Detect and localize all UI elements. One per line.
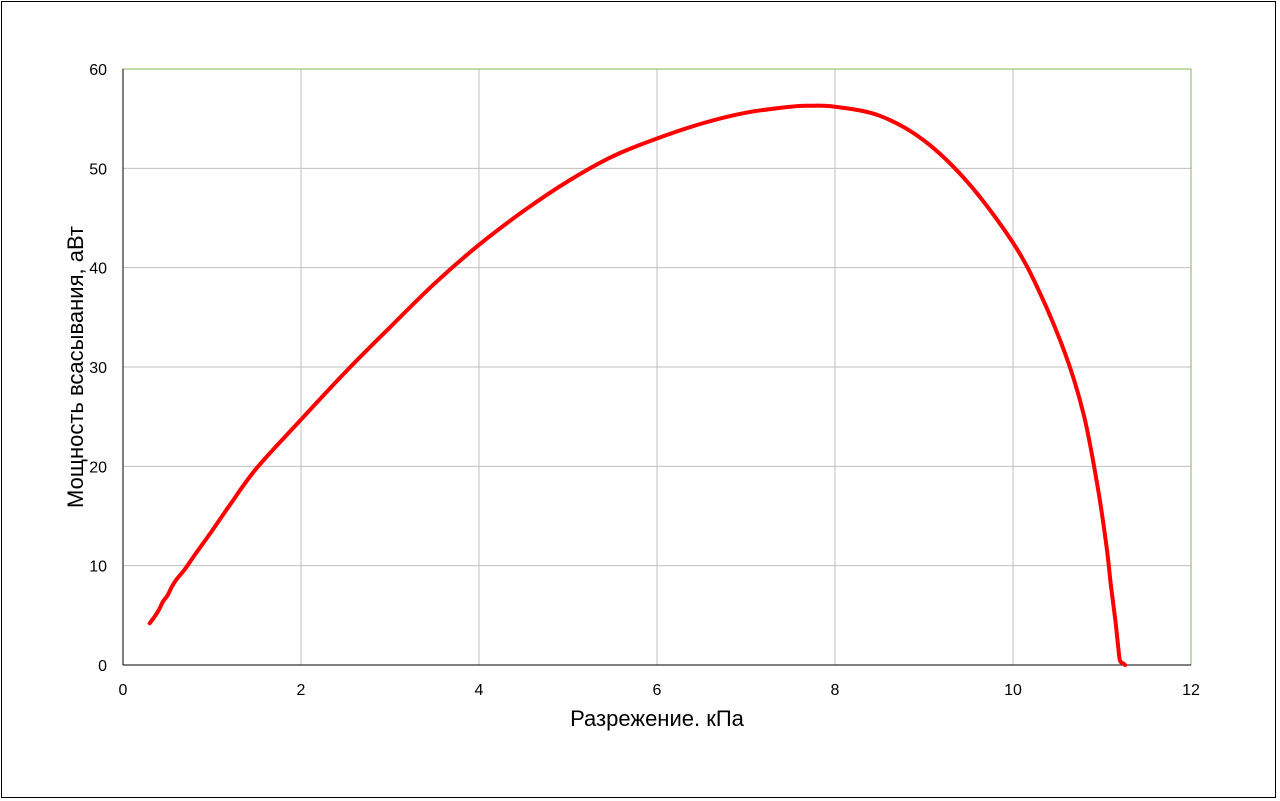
- x-tick-label: 10: [1004, 682, 1022, 699]
- y-tick-label: 40: [89, 261, 107, 278]
- y-tick-label: 30: [89, 360, 107, 377]
- y-axis-title: Мощность всасывания, аВт: [63, 226, 88, 508]
- x-tick-label: 0: [119, 682, 128, 699]
- grid-lines: [123, 69, 1191, 665]
- x-tick-label: 8: [831, 682, 840, 699]
- y-tick-label: 20: [89, 459, 107, 476]
- y-tick-label: 10: [89, 559, 107, 576]
- tick-labels: 0 2 4 6 8 10 12 0 10 20 30 40 50 60: [89, 62, 1200, 699]
- x-tick-label: 6: [653, 682, 662, 699]
- series-line: [147, 103, 1128, 667]
- x-tick-label: 4: [475, 682, 484, 699]
- x-axis-title: Разрежение. кПа: [570, 706, 745, 731]
- y-tick-label: 50: [89, 161, 107, 178]
- x-tick-label: 12: [1182, 682, 1200, 699]
- y-tick-label: 0: [98, 658, 107, 675]
- y-tick-label: 60: [89, 62, 107, 79]
- x-tick-label: 2: [297, 682, 306, 699]
